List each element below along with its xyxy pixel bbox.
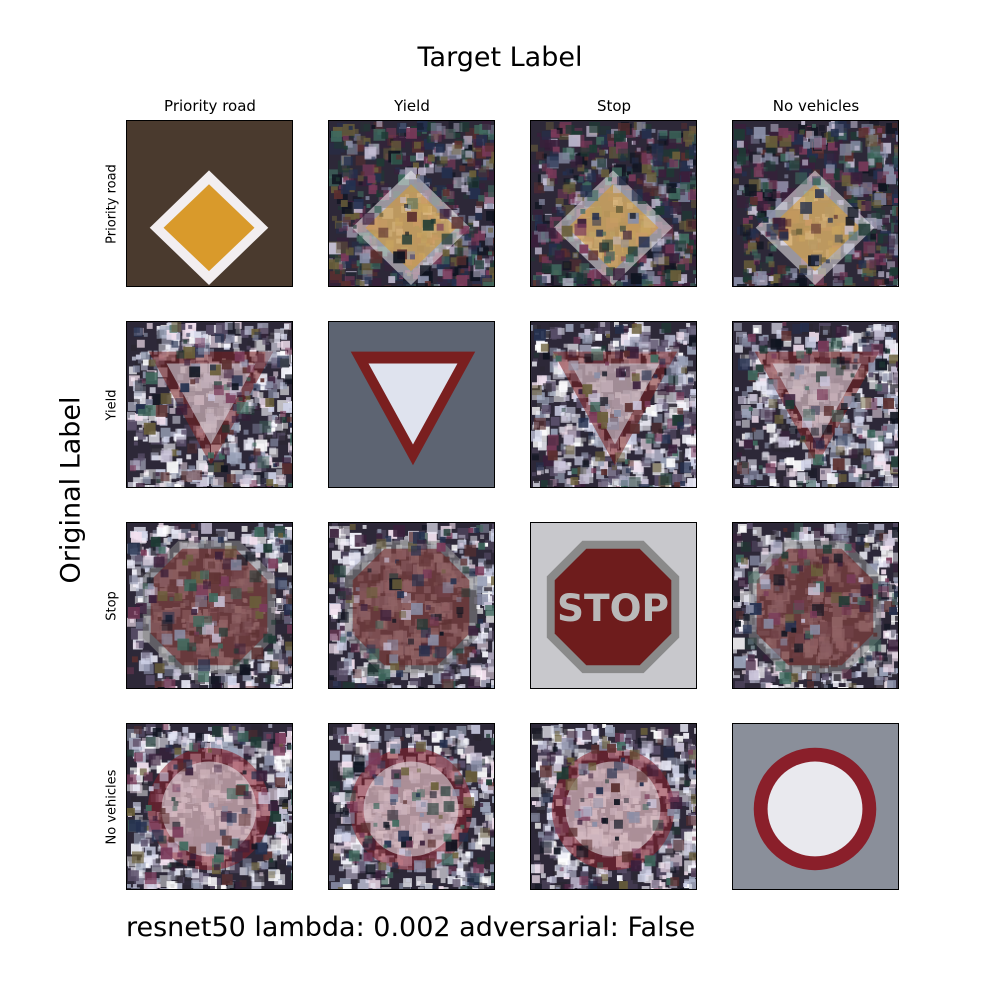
grid-cell-image [126,120,293,287]
grid-cell-image [328,522,495,689]
sign-image [733,121,898,286]
grid-cell-image [732,321,899,488]
row-label: Stop [104,591,120,621]
sign-image [329,724,494,889]
grid-cell-image [126,723,293,890]
sign-image [531,121,696,286]
sign-image [329,523,494,688]
sign-image [733,322,898,487]
grid-cell-image [732,522,899,689]
sign-image [733,724,898,889]
row-label: Yield [104,389,120,421]
figure-title: Target Label [417,42,583,73]
grid-cell-image [530,120,697,287]
grid-cell-image [530,723,697,890]
sign-image [127,121,292,286]
grid-cell-image [732,120,899,287]
sign-image [531,322,696,487]
row-label: Priority road [104,164,120,244]
caption: resnet50 lambda: 0.002 adversarial: Fals… [126,912,696,943]
grid-cell-image: STOP [530,522,697,689]
sign-image [127,523,292,688]
column-label: Yield [394,97,430,115]
sign-image [733,523,898,688]
grid-cell-image [126,321,293,488]
y-axis-label: Original Label [55,396,87,584]
grid-cell-image [530,321,697,488]
sign-image [531,724,696,889]
grid-cell-image [328,120,495,287]
grid-cell-image [328,723,495,890]
row-label: No vehicles [104,769,120,845]
grid-cell-image [732,723,899,890]
sign-image [329,121,494,286]
grid-cell-image [126,522,293,689]
column-label: Priority road [164,97,256,115]
grid-cell-image [328,321,495,488]
sign-image [127,724,292,889]
sign-image [329,322,494,487]
sign-image: STOP [531,523,696,688]
column-label: Stop [596,97,632,115]
sign-image [127,322,292,487]
column-label: No vehicles [772,97,860,115]
